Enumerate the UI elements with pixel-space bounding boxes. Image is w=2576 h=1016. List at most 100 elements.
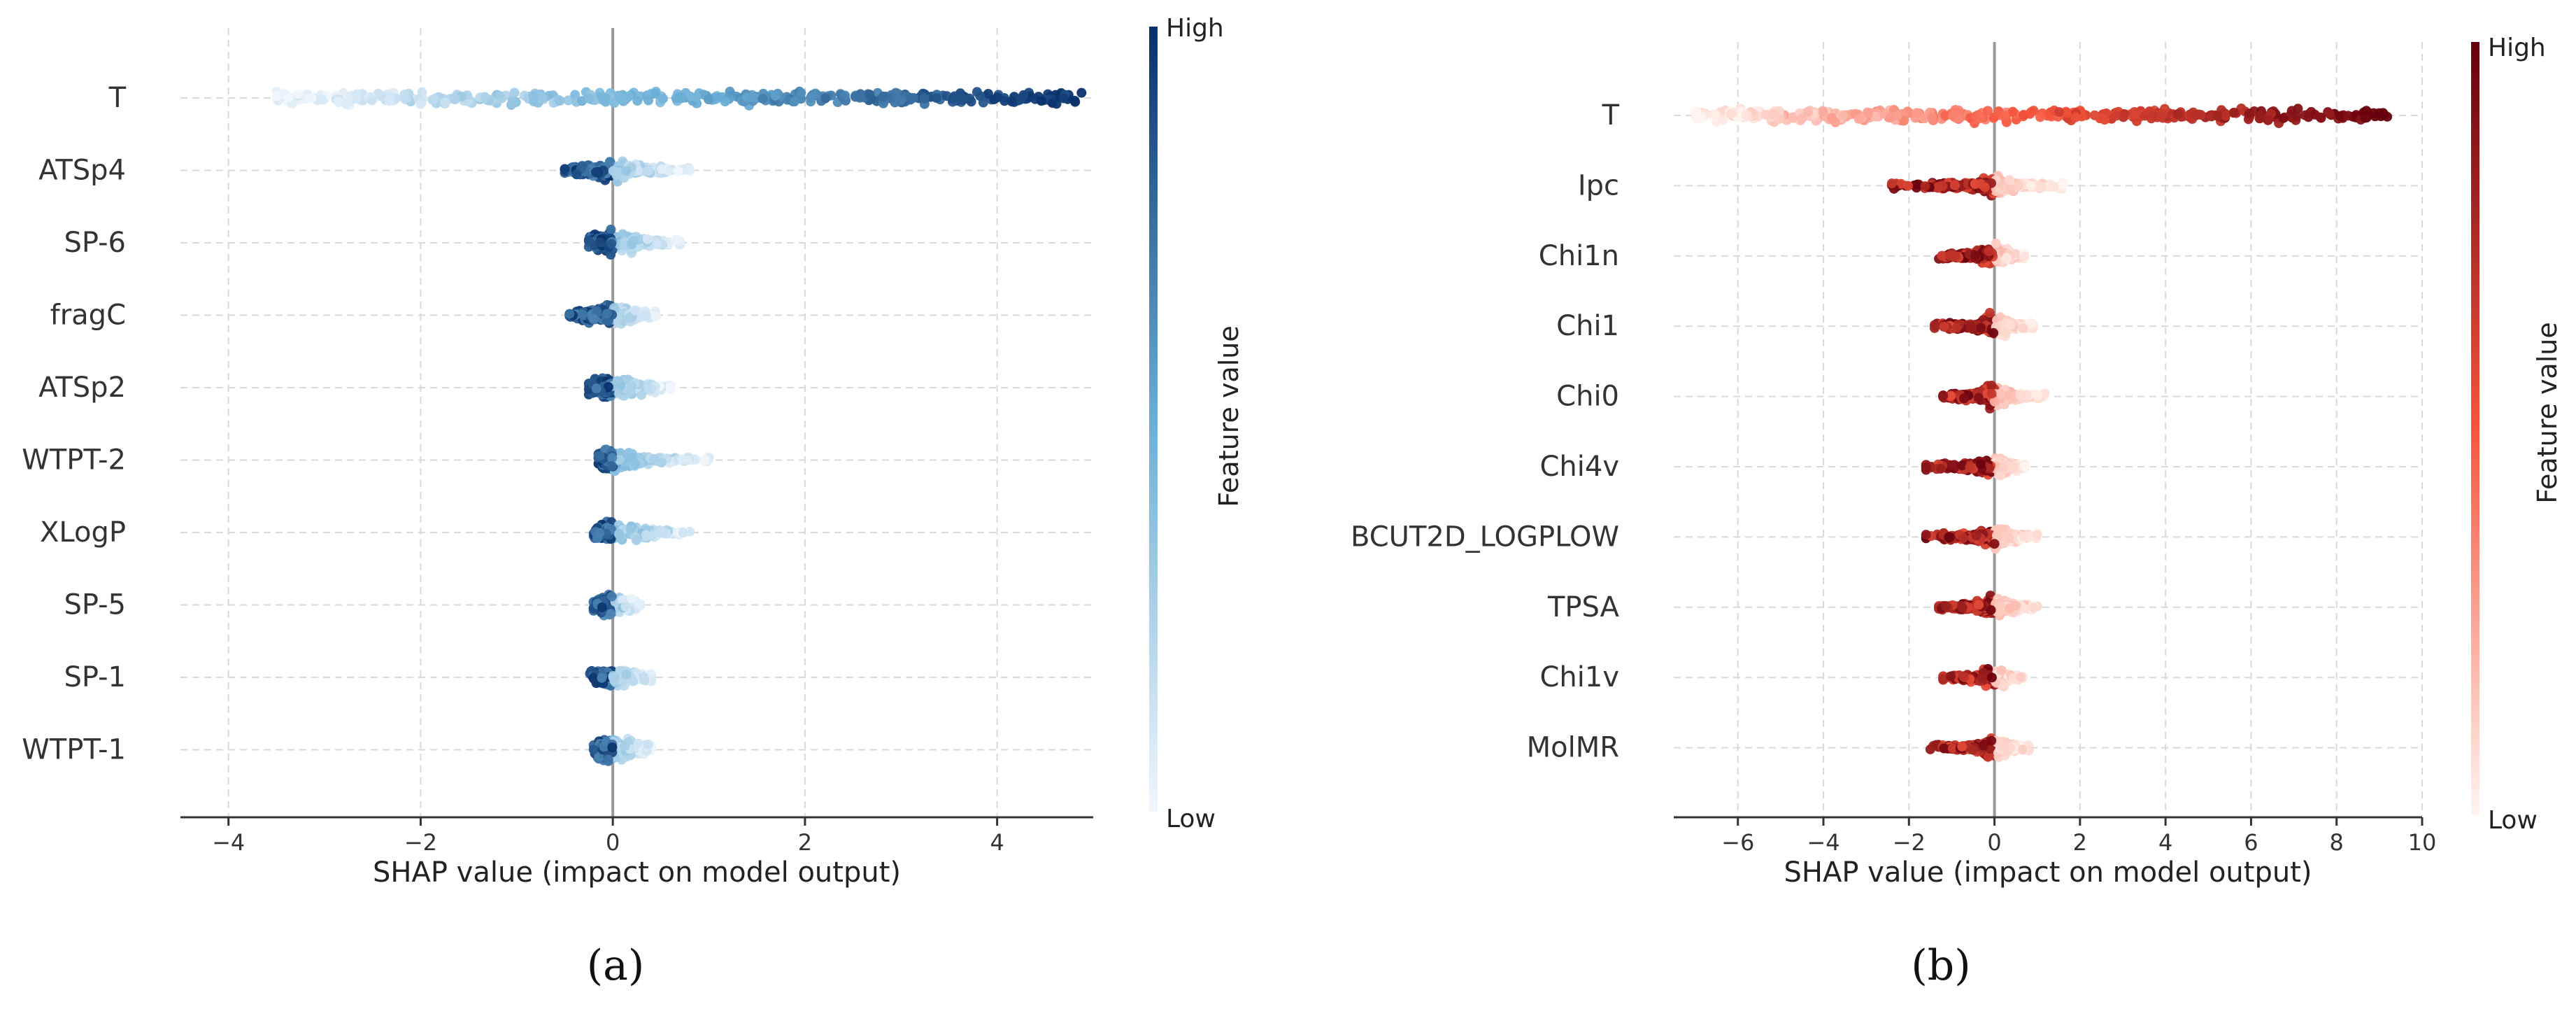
chart-b-point bbox=[2379, 109, 2389, 120]
chart-b-feature-label-6: BCUT2D_LOGPLOW bbox=[1351, 521, 1619, 553]
chart-b-point bbox=[1991, 238, 2001, 248]
chart-a-point bbox=[627, 239, 637, 250]
chart-b-point bbox=[1718, 115, 1728, 125]
chart-a-colorbar-high-label: High bbox=[1166, 14, 1224, 43]
chart-b-point bbox=[1930, 320, 1940, 331]
chart-b-point bbox=[1937, 181, 1948, 192]
chart-a-feature-label-1: ATSp4 bbox=[38, 155, 126, 187]
chart-b-point bbox=[1947, 460, 1958, 470]
chart-b-point bbox=[2244, 108, 2254, 119]
chart-b-row-3-points bbox=[1929, 308, 2038, 341]
chart-a-point bbox=[603, 754, 613, 765]
chart-b-point bbox=[2001, 253, 2012, 263]
chart-a-point bbox=[588, 314, 599, 325]
chart-b-point bbox=[2004, 532, 2014, 543]
chart-a-point bbox=[595, 528, 605, 538]
chart-a-point bbox=[757, 94, 768, 104]
chart-a-point bbox=[747, 92, 757, 103]
chart-a-x-tick-label-3: 2 bbox=[798, 829, 812, 856]
chart-b-point bbox=[2019, 251, 2030, 262]
chart-a-point bbox=[606, 239, 617, 249]
chart-a-point bbox=[367, 95, 377, 106]
chart-a-point bbox=[703, 94, 713, 105]
chart-b-point bbox=[1989, 539, 2000, 549]
chart-a-point bbox=[352, 89, 362, 99]
chart-a-point bbox=[631, 535, 641, 546]
chart-b-point bbox=[1944, 532, 1954, 543]
chart-b-point bbox=[1949, 180, 1960, 190]
chart-b-point bbox=[2026, 318, 2036, 328]
chart-b-x-axis-label: SHAP value (impact on model output) bbox=[1784, 856, 2312, 889]
chart-b-point bbox=[2119, 108, 2130, 119]
chart-a-row-4-points bbox=[583, 373, 676, 402]
chart-b-point bbox=[1886, 178, 1897, 189]
chart-a-point bbox=[317, 94, 327, 105]
chart-b-point bbox=[2191, 110, 2202, 120]
chart-a-point bbox=[658, 93, 669, 104]
chart-b-point bbox=[2004, 175, 2014, 185]
chart-a-point bbox=[975, 91, 985, 101]
chart-b-point bbox=[1827, 113, 1837, 123]
chart-a-point bbox=[283, 92, 294, 103]
chart-a-point bbox=[654, 528, 664, 538]
chart-a-point bbox=[1036, 96, 1046, 106]
chart-a-point bbox=[673, 166, 683, 176]
chart-a-point bbox=[643, 739, 653, 749]
chart-b-point bbox=[1984, 308, 1995, 318]
chart-b-row-4-points bbox=[1938, 381, 2050, 414]
chart-a-point bbox=[627, 453, 638, 463]
chart-b-point bbox=[2005, 320, 2016, 330]
chart-b-row-2-points bbox=[1934, 238, 2030, 269]
chart-a-point bbox=[908, 92, 918, 103]
chart-b-point bbox=[1959, 393, 1970, 404]
chart-a-point bbox=[890, 87, 901, 98]
chart-b-point bbox=[1976, 323, 1986, 333]
chart-a-point bbox=[641, 311, 652, 321]
chart-a-point bbox=[621, 669, 632, 679]
chart-a-point bbox=[509, 87, 520, 98]
chart-b-point bbox=[2035, 112, 2045, 122]
chart-b-feature-label-5: Chi4v bbox=[1539, 451, 1619, 483]
chart-b-point bbox=[1988, 327, 1999, 338]
chart-a-point bbox=[577, 309, 588, 320]
chart-b-row-1-points bbox=[1886, 171, 2068, 201]
chart-a-point bbox=[620, 741, 630, 752]
chart-b-point bbox=[2032, 530, 2042, 540]
chart-b-point bbox=[1998, 463, 2009, 473]
chart-b-point bbox=[2054, 107, 2065, 118]
chart-b-point bbox=[1984, 246, 1994, 257]
chart-a-point bbox=[494, 90, 505, 101]
chart-b-point bbox=[1921, 530, 1931, 540]
chart-a-point bbox=[634, 599, 644, 609]
chart-a-point bbox=[649, 453, 660, 464]
chart-a-point bbox=[563, 95, 574, 106]
chart-a-feature-label-3: fragC bbox=[50, 299, 126, 332]
chart-b-point bbox=[2263, 115, 2273, 125]
chart-a-point bbox=[958, 95, 968, 106]
chart-a-row-9-points bbox=[588, 733, 657, 766]
chart-b-point bbox=[1903, 181, 1914, 191]
chart-b-point bbox=[1991, 530, 2002, 541]
chart-a-point bbox=[1018, 90, 1029, 100]
chart-b-point bbox=[1951, 323, 1962, 333]
chart-b-point bbox=[1691, 106, 1702, 117]
chart-a-row-0-points bbox=[271, 86, 1087, 111]
chart-b-point bbox=[1802, 107, 1813, 118]
chart-b-point bbox=[2278, 113, 2289, 123]
chart-a-colorbar-low-label: Low bbox=[1166, 805, 1216, 833]
chart-a-point bbox=[591, 383, 602, 394]
chart-a-point bbox=[650, 311, 661, 322]
chart-b-point bbox=[1948, 111, 1958, 121]
chart-b-point bbox=[1921, 463, 1931, 473]
chart-b-point bbox=[1927, 112, 1937, 122]
chart-a-point bbox=[613, 529, 624, 539]
chart-b-point bbox=[1938, 390, 1949, 401]
chart-b-point bbox=[1986, 388, 1997, 399]
chart-b-x-tick-label-5: 4 bbox=[2158, 829, 2172, 856]
chart-a-point bbox=[612, 376, 622, 386]
chart-a-feature-label-9: WTPT-1 bbox=[22, 734, 126, 766]
chart-b-feature-label-1: Ipc bbox=[1578, 169, 1619, 202]
chart-a-x-tick-label-2: 0 bbox=[606, 829, 620, 856]
chart-a-feature-label-2: SP-6 bbox=[64, 227, 126, 259]
chart-a-row-7-points bbox=[588, 589, 646, 621]
